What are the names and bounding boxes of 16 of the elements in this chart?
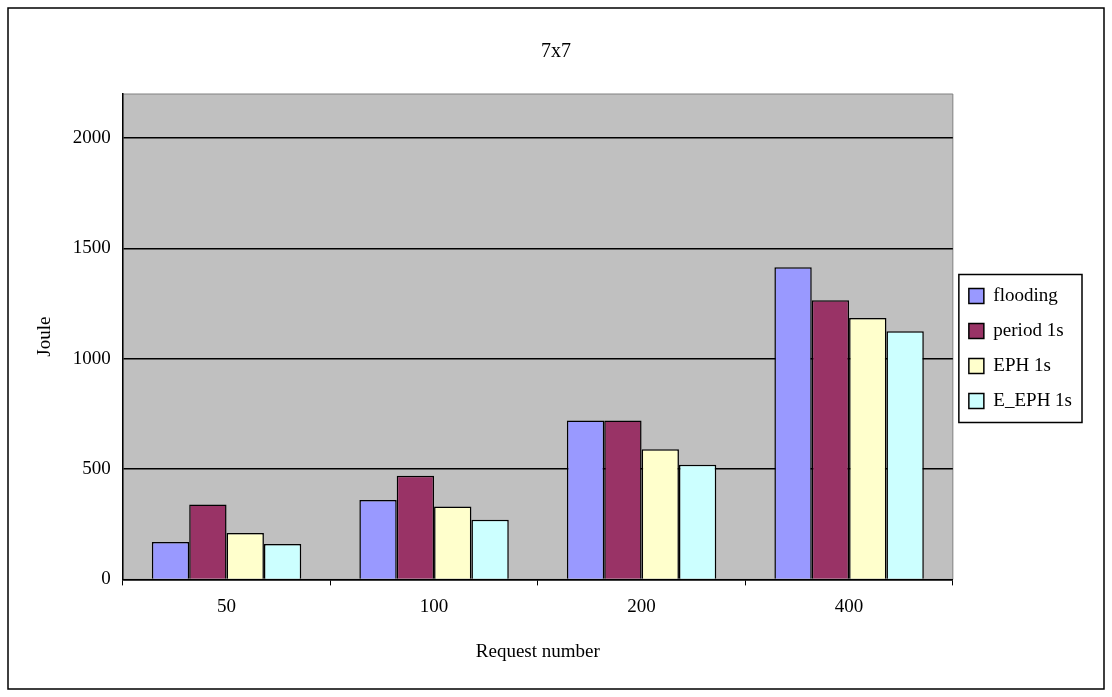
y-axis-title: Joule (33, 316, 55, 357)
legend-label: period 1s (993, 318, 1064, 340)
x-axis-title: Request number (475, 639, 601, 661)
x-tick-label: 50 (217, 594, 237, 616)
y-tick-label: 1500 (72, 236, 111, 258)
x-tick-label: 400 (834, 594, 864, 616)
y-tick-label: 1000 (72, 346, 111, 368)
y-tick-label: 500 (82, 457, 111, 479)
chart-title: 7x7 (541, 39, 571, 62)
legend-label: flooding (993, 283, 1059, 305)
legend-label: EPH 1s (993, 353, 1051, 375)
x-tick-label: 100 (419, 594, 449, 616)
legend-label: E_EPH 1s (993, 388, 1073, 410)
y-tick-label: 0 (101, 567, 111, 589)
x-tick-label: 200 (627, 594, 656, 616)
y-tick-label: 2000 (72, 126, 111, 148)
